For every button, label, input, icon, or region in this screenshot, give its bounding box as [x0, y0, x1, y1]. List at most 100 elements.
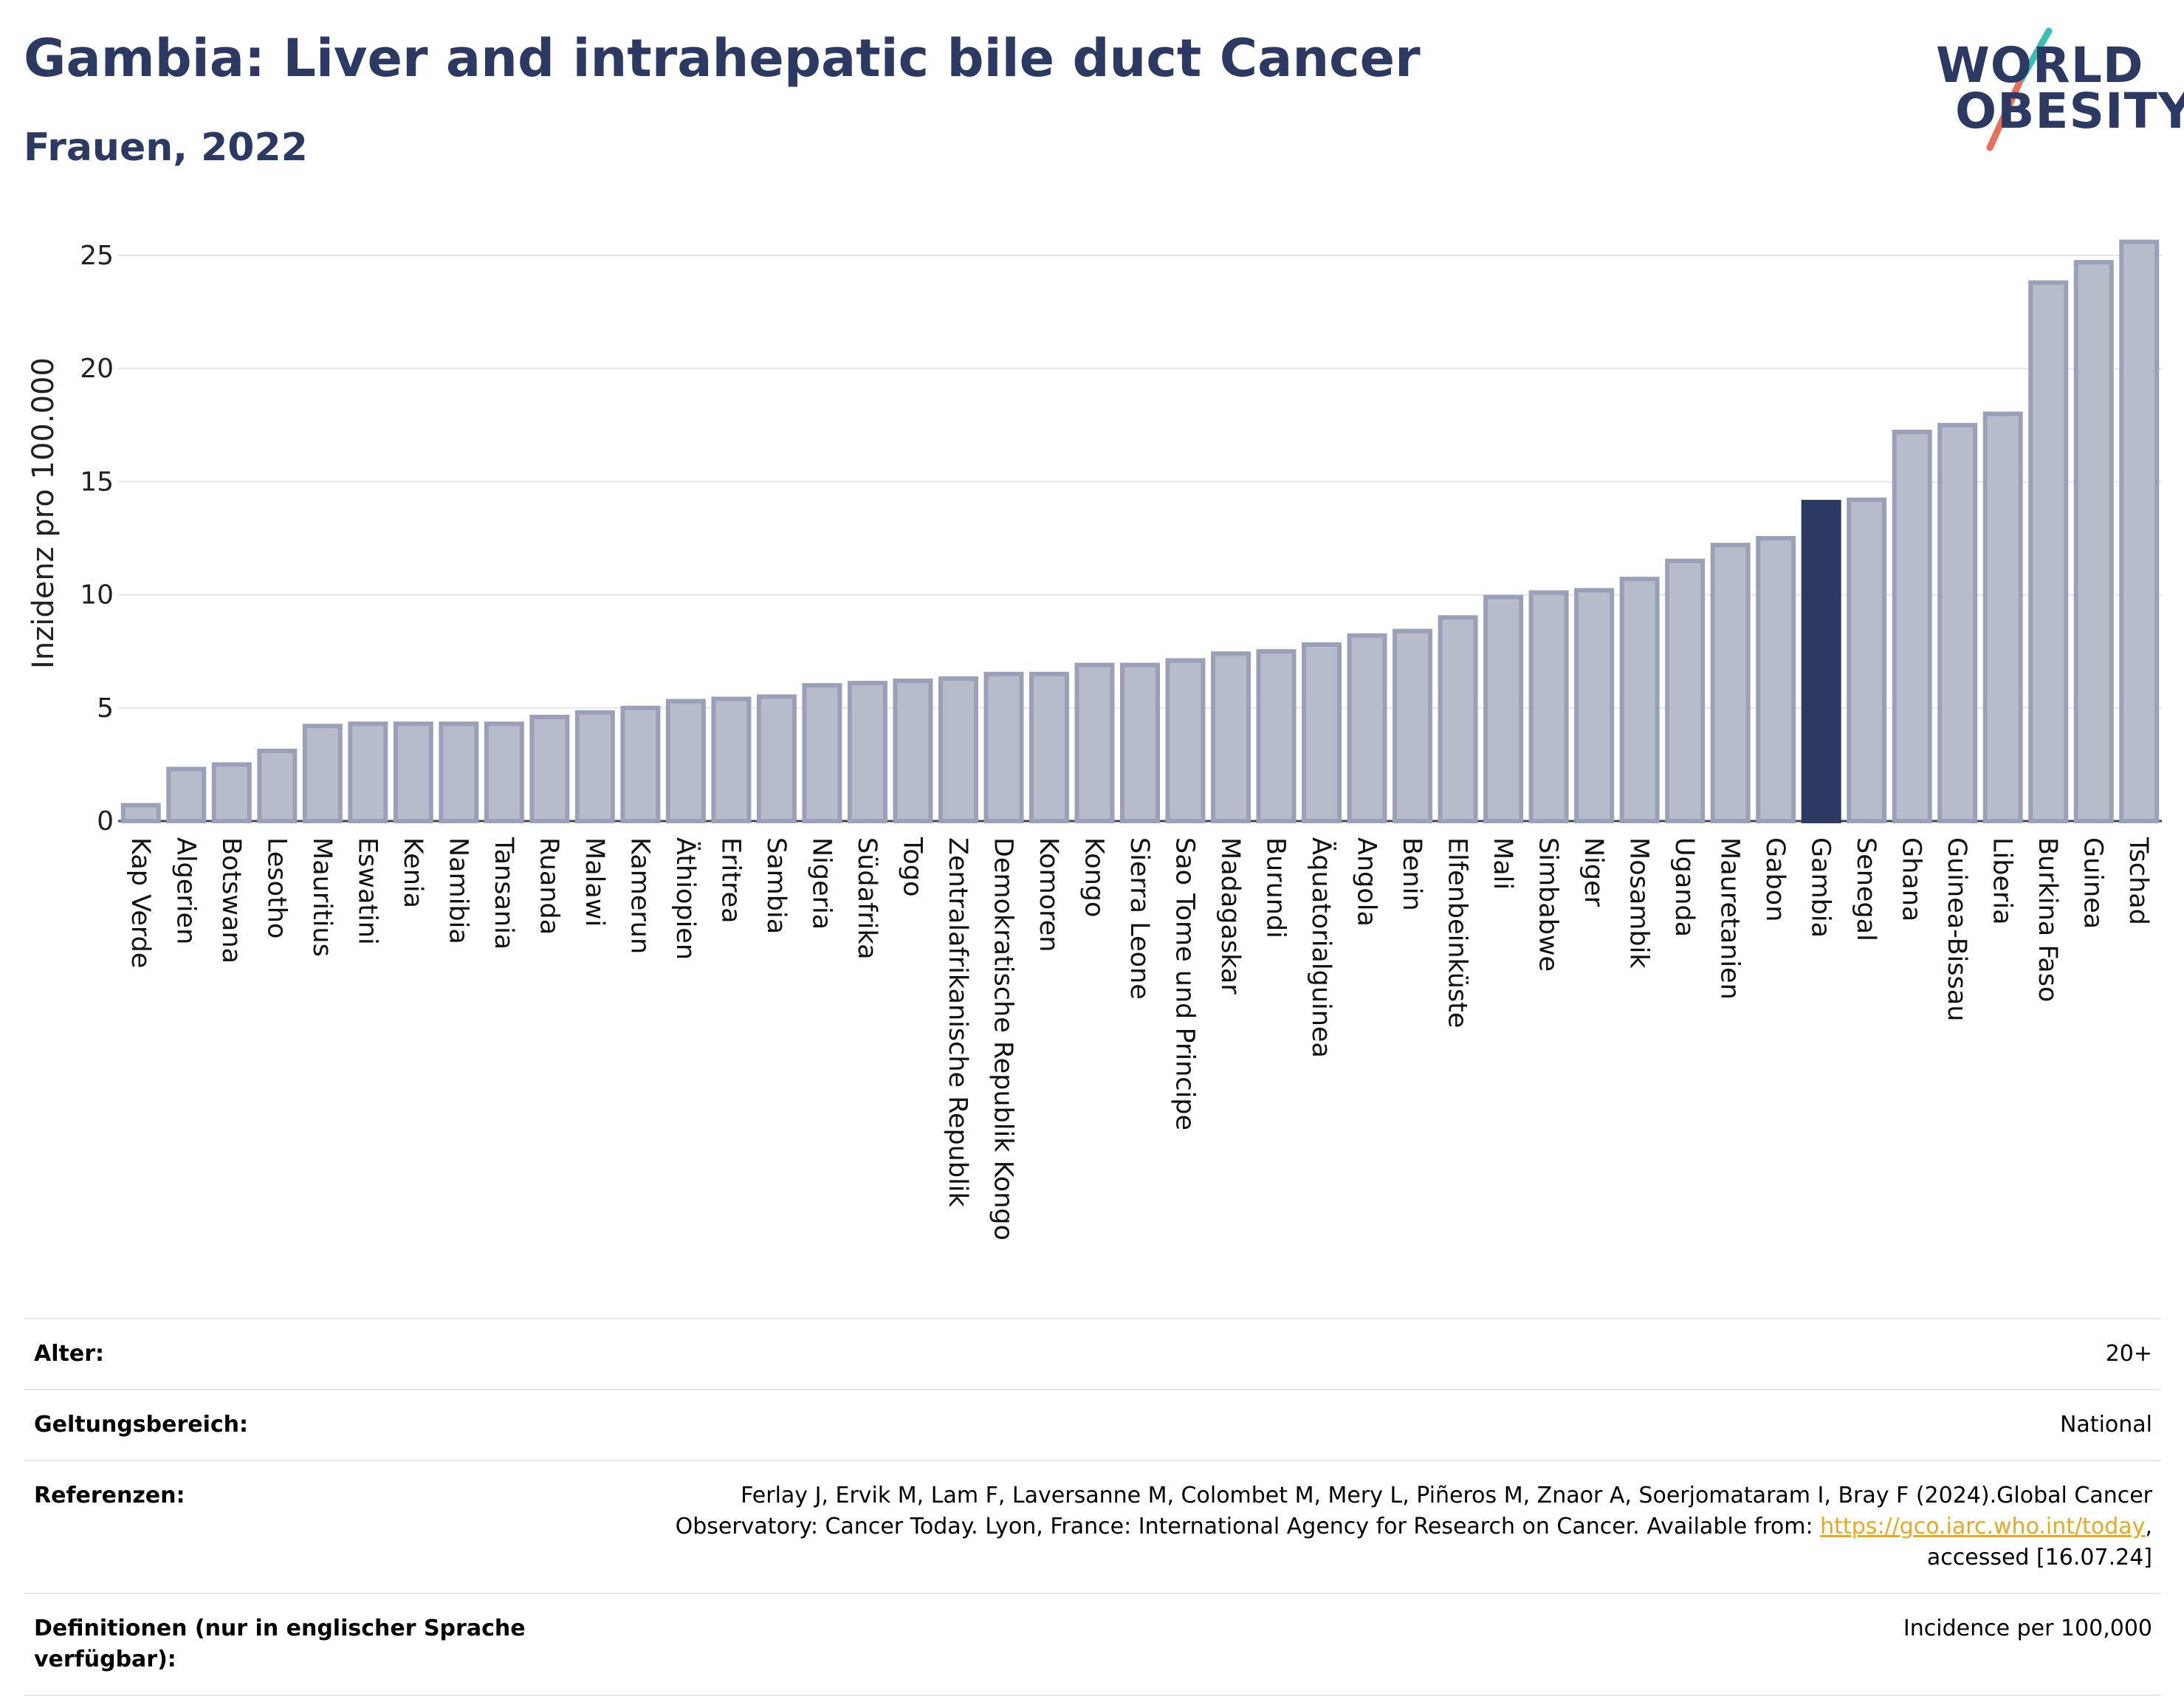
x-tick-label: Niger	[1579, 837, 1608, 907]
bar-eritrea	[711, 696, 752, 823]
x-tick-label: Mali	[1488, 837, 1517, 890]
x-tick-label: Südafrika	[852, 837, 882, 960]
x-tick-label: Sierra Leone	[1124, 837, 1154, 1000]
bar-kap-verde	[120, 803, 161, 823]
bar-südafrika	[847, 681, 887, 823]
reference-link[interactable]: https://gco.iarc.who.int/today	[1820, 1514, 2146, 1539]
bar-algerien	[166, 766, 207, 824]
bar-guinea	[2073, 260, 2114, 823]
y-tick-label: 15	[80, 467, 114, 497]
x-tick-label: Namibia	[443, 837, 473, 944]
info-row-scope: Geltungsbereich: National	[24, 1389, 2161, 1460]
bar-ruanda	[529, 715, 570, 824]
info-row-definitions: Definitionen (nur in englischer Sprache …	[24, 1593, 2161, 1696]
x-tick-label: Benin	[1397, 837, 1426, 911]
bar-zentralafrikanische-republik	[938, 676, 978, 823]
x-tick-label: Liberia	[1988, 837, 2017, 925]
logo-word-obesity: OBESITY	[1955, 83, 2184, 140]
bar-äthiopien	[665, 698, 706, 823]
bar-ghana	[1892, 429, 1932, 823]
bar-chart: 0 5 10 15 20 25 Kap Verde Algerien Botswana Leso…	[27, 239, 2162, 1240]
bars	[120, 239, 2160, 824]
bar-kenia	[393, 721, 433, 823]
x-tick-label: Elfenbeinküste	[1443, 837, 1472, 1028]
x-tick-label: Simbabwe	[1534, 837, 1563, 972]
x-tick-label: Demokratische Republik Kongo	[988, 837, 1017, 1240]
x-tick-label: Tansania	[489, 837, 518, 950]
x-tick-label: Kongo	[1079, 837, 1108, 917]
x-tick-label: Mauretanien	[1715, 837, 1745, 1000]
bar-sierra-leone	[1120, 662, 1160, 824]
bar-simbabwe	[1528, 590, 1569, 823]
x-tick-label: Burundi	[1261, 837, 1291, 938]
bar-nigeria	[802, 683, 842, 823]
x-tick-label: Gabon	[1760, 837, 1790, 921]
x-tick-label: Kenia	[398, 837, 427, 908]
x-tick-label: Ruanda	[534, 837, 563, 935]
x-tick-label: Tschad	[2123, 837, 2153, 925]
bar-senegal	[1847, 497, 1887, 823]
y-tick-labels: 0 5 10 15 20 25	[80, 241, 114, 837]
x-tick-label: Mauritius	[307, 837, 337, 957]
x-tick-label: Botswana	[216, 837, 246, 964]
x-tick-label: Madagaskar	[1215, 837, 1245, 995]
info-label-scope: Geltungsbereich:	[34, 1412, 249, 1438]
info-table: Alter: 20+ Geltungsbereich: National Ref…	[24, 1318, 2161, 1696]
info-row-references: Referenzen: Ferlay J, Ervik M, Lam F, La…	[24, 1460, 2161, 1593]
bar-lesotho	[257, 749, 298, 823]
reference-accessed: , accessed [16.07.24]	[1926, 1514, 2152, 1570]
bar-mali	[1483, 594, 1524, 823]
bar-gabon	[1756, 535, 1796, 823]
info-value-age: 20+	[2105, 1341, 2152, 1367]
x-tick-labels: Kap Verde Algerien Botswana Lesotho Mauritiu…	[126, 837, 2153, 1240]
bar-tschad	[2119, 239, 2160, 824]
x-tick-label: Eritrea	[715, 837, 745, 924]
chart-title: Gambia: Liver and intrahepatic bile duct…	[24, 28, 1421, 89]
bar-sao-tome-und-principe	[1165, 658, 1206, 824]
x-tick-label: Nigeria	[806, 837, 836, 930]
x-tick-label: Kamerun	[625, 837, 654, 954]
info-label-age: Alter:	[34, 1341, 104, 1367]
x-tick-label: Gambia	[1806, 837, 1836, 938]
reference-text: Ferlay J, Ervik M, Lam F, Laversanne M, …	[675, 1483, 2152, 1539]
y-tick-label: 25	[80, 241, 114, 271]
x-tick-label: Malawi	[580, 837, 609, 927]
y-axis-label: Inzidenz pro 100.000	[27, 357, 61, 669]
bar-komoren	[1029, 671, 1069, 824]
bar-namibia	[439, 721, 479, 823]
x-tick-label: Sambia	[761, 837, 791, 934]
bar-mauritius	[302, 724, 343, 823]
info-label-definitions: Definitionen (nur in englischer Sprache …	[34, 1616, 526, 1672]
bar-gambia	[1801, 499, 1841, 823]
y-tick-label: 5	[97, 693, 114, 724]
x-tick-label: Lesotho	[261, 837, 291, 938]
x-tick-label: Algerien	[171, 837, 200, 944]
bar-äquatorialguinea	[1302, 642, 1342, 823]
bar-eswatini	[348, 721, 388, 823]
x-tick-label: Äquatorialguinea	[1306, 837, 1337, 1058]
bar-kongo	[1074, 662, 1115, 824]
x-tick-label: Senegal	[1851, 837, 1881, 941]
bar-togo	[893, 679, 933, 823]
x-tick-label: Kap Verde	[126, 837, 155, 968]
x-tick-label: Togo	[897, 837, 927, 896]
x-tick-label: Sao Tome und Principe	[1170, 837, 1200, 1130]
bar-angola	[1347, 633, 1387, 823]
y-tick-label: 20	[80, 354, 114, 384]
logo-word-world: WORLD	[1936, 37, 2144, 94]
x-tick-label: Ghana	[1897, 837, 1926, 921]
info-value-definitions: Incidence per 100,000	[1903, 1616, 2152, 1641]
x-tick-label: Guinea-Bissau	[1942, 837, 1971, 1021]
x-tick-label: Guinea	[2078, 837, 2108, 929]
bar-burkina-faso	[2028, 280, 2069, 824]
x-tick-label: Uganda	[1669, 837, 1699, 937]
bar-elfenbeinküste	[1438, 615, 1478, 824]
x-tick-label: Komoren	[1034, 837, 1063, 952]
bar-kamerun	[620, 705, 661, 824]
bar-guinea-bissau	[1937, 422, 1978, 823]
bar-tansania	[484, 721, 524, 823]
bar-demokratische-republik-kongo	[983, 671, 1024, 824]
bar-benin	[1393, 628, 1433, 823]
x-tick-label: Burkina Faso	[2033, 837, 2062, 1002]
x-tick-label: Angola	[1352, 837, 1381, 927]
